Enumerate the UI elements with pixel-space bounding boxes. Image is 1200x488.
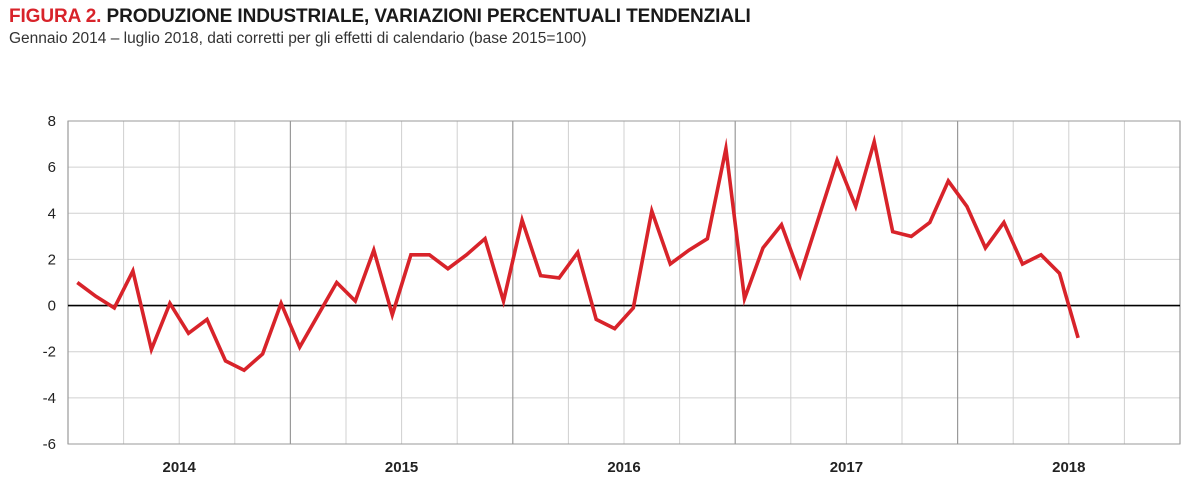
data-point — [688, 249, 690, 251]
data-point — [947, 180, 949, 182]
data-point — [1003, 221, 1005, 223]
data-point — [873, 141, 875, 143]
data-point — [595, 318, 597, 320]
y-tick-label: -4 — [43, 390, 56, 407]
chart-header: FIGURA 2. PRODUZIONE INDUSTRIALE, VARIAZ… — [9, 6, 751, 48]
data-point — [539, 274, 541, 276]
series-layer — [76, 134, 1080, 373]
data-point — [206, 318, 208, 320]
data-point — [614, 327, 616, 329]
data-point — [113, 307, 115, 309]
data-point — [725, 147, 727, 149]
data-point — [892, 231, 894, 233]
chart-title: FIGURA 2. PRODUZIONE INDUSTRIALE, VARIAZ… — [9, 6, 751, 28]
tick-labels: -6 -4 -2 0 2 4 6 8 2014 2015 2016 2017 2018 — [43, 113, 1086, 476]
data-point — [780, 224, 782, 226]
data-point — [187, 332, 189, 334]
chart-title-text: PRODUZIONE INDUSTRIALE, VARIAZIONI PERCE… — [106, 6, 751, 27]
data-point — [76, 281, 78, 283]
data-point — [169, 302, 171, 304]
data-point — [373, 249, 375, 251]
data-point — [354, 300, 356, 302]
y-tick-label: -2 — [43, 344, 56, 361]
data-point — [651, 210, 653, 212]
data-point — [224, 360, 226, 362]
figure-label: FIGURA 2. — [9, 6, 102, 27]
y-tick-label: 8 — [48, 113, 56, 130]
y-tick-label: 6 — [48, 159, 56, 176]
data-point — [1021, 263, 1023, 265]
data-point — [298, 346, 300, 348]
data-point — [521, 219, 523, 221]
data-point — [317, 314, 319, 316]
y-tick-label: -6 — [43, 436, 56, 453]
data-point — [261, 353, 263, 355]
grid — [67, 120, 1181, 445]
plot-frame — [67, 120, 1181, 445]
data-point — [484, 237, 486, 239]
data-point — [854, 205, 856, 207]
data-point — [95, 295, 97, 297]
data-point — [706, 237, 708, 239]
y-tick-label: 0 — [48, 298, 56, 315]
data-point — [576, 251, 578, 253]
data-point — [1077, 337, 1079, 339]
axes — [67, 120, 1181, 445]
y-tick-label: 4 — [48, 205, 56, 222]
data-point — [1058, 272, 1060, 274]
data-point — [243, 369, 245, 371]
series-line — [76, 134, 1080, 373]
data-point — [1040, 254, 1042, 256]
x-tick-label: 2015 — [385, 459, 418, 476]
x-tick-label: 2018 — [1052, 459, 1085, 476]
data-point — [280, 302, 282, 304]
data-point — [391, 314, 393, 316]
data-point — [817, 217, 819, 219]
data-point — [984, 247, 986, 249]
x-tick-label: 2016 — [607, 459, 640, 476]
data-point — [910, 235, 912, 237]
data-point — [669, 263, 671, 265]
data-point — [836, 159, 838, 161]
data-point — [799, 274, 801, 276]
data-point — [558, 277, 560, 279]
x-tick-label: 2017 — [830, 459, 863, 476]
x-tick-label: 2014 — [163, 459, 197, 476]
data-point — [428, 254, 430, 256]
data-point — [966, 205, 968, 207]
data-point — [502, 300, 504, 302]
y-tick-label: 2 — [48, 251, 56, 268]
data-point — [410, 254, 412, 256]
chart-subtitle: Gennaio 2014 – luglio 2018, dati corrett… — [9, 30, 587, 47]
data-point — [743, 297, 745, 299]
data-point — [929, 221, 931, 223]
data-point — [336, 281, 338, 283]
data-point — [150, 348, 152, 350]
data-point — [632, 307, 634, 309]
data-point — [447, 267, 449, 269]
data-point — [762, 247, 764, 249]
data-point — [132, 270, 134, 272]
data-point — [465, 254, 467, 256]
